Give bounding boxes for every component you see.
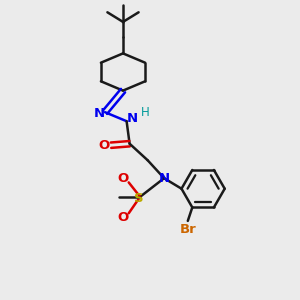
Text: Br: Br [179, 223, 196, 236]
Text: N: N [127, 112, 138, 125]
Text: O: O [118, 211, 129, 224]
Text: S: S [134, 192, 143, 205]
Text: O: O [118, 172, 129, 185]
Text: H: H [141, 106, 150, 119]
Text: N: N [158, 172, 170, 185]
Text: N: N [93, 107, 105, 120]
Text: O: O [99, 139, 110, 152]
